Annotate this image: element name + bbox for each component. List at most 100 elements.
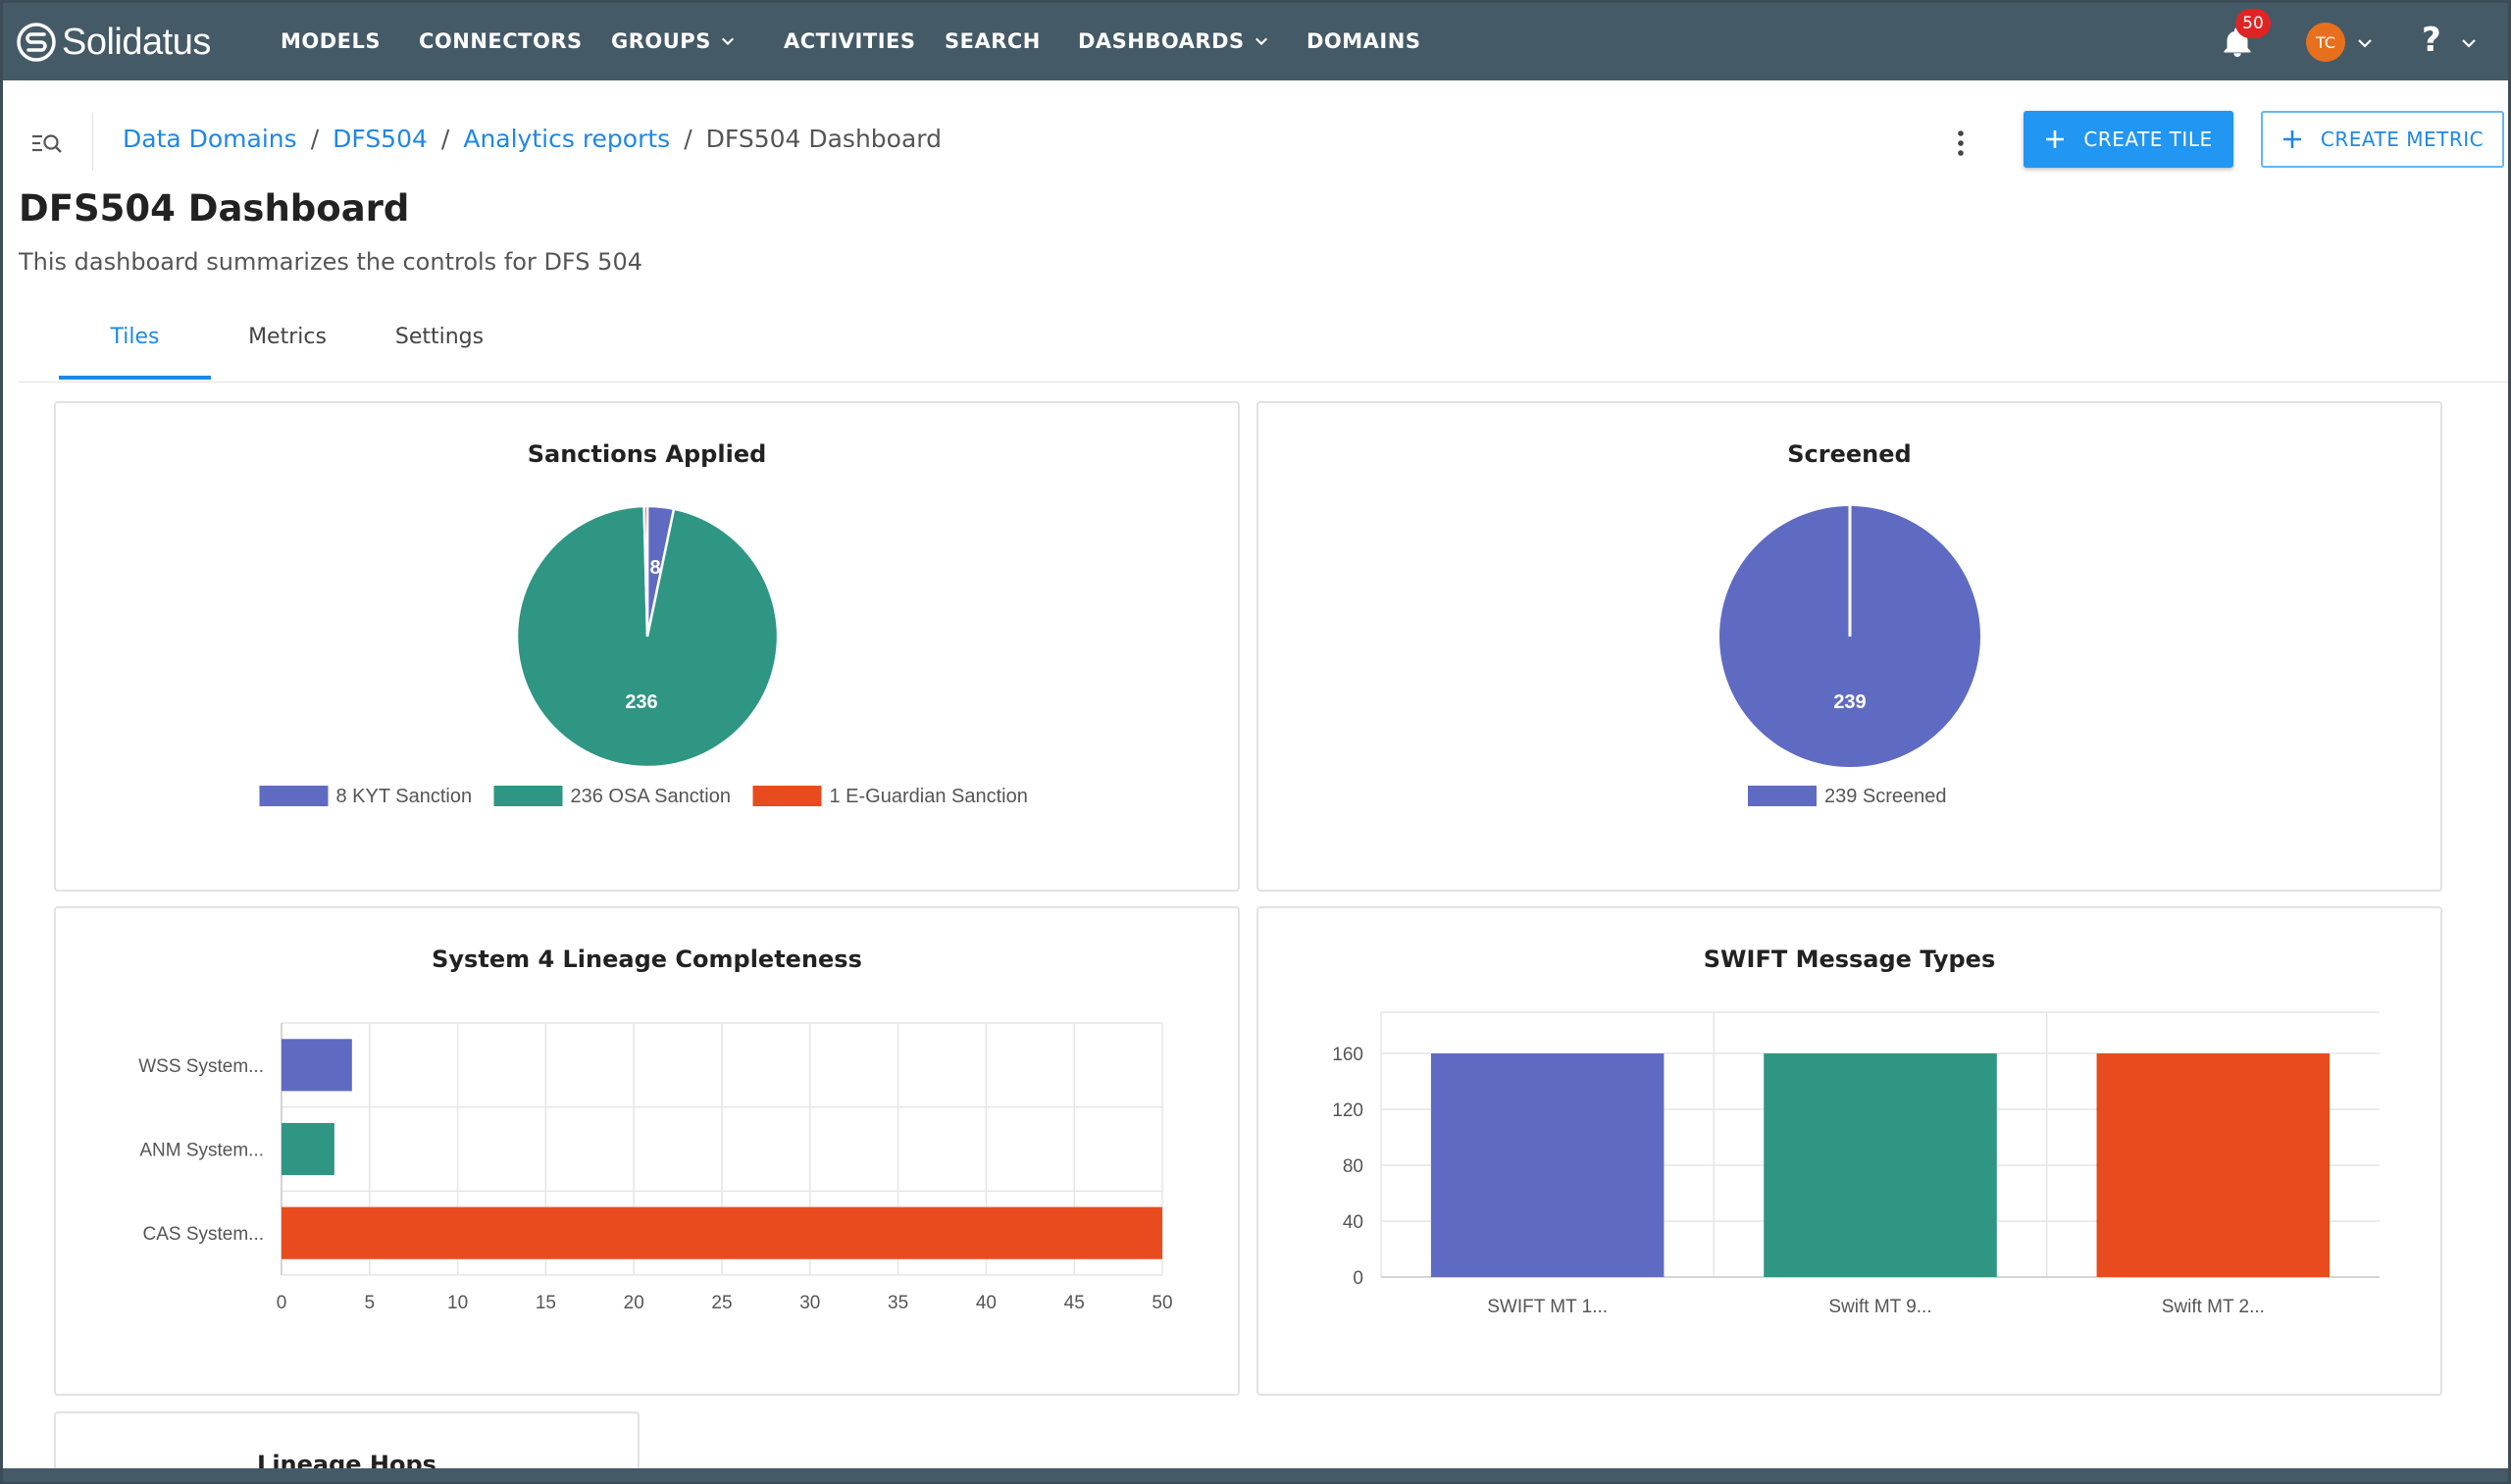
legend-entry[interactable]: 8 KYT Sanction <box>336 786 473 807</box>
nav-item-label: MODELS <box>281 29 382 53</box>
tile-title: Screened <box>1787 440 1912 468</box>
active-tab-indicator <box>59 376 211 380</box>
chevron-down-icon[interactable] <box>2461 35 2477 51</box>
chevron-down-icon <box>721 37 734 46</box>
nav-item-models[interactable]: MODELS <box>281 29 381 53</box>
x-tick-label: 35 <box>888 1293 908 1313</box>
y-tick-label: 160 <box>1332 1045 1363 1065</box>
nav-item-label: SEARCH <box>945 29 1041 53</box>
tile-title: System 4 Lineage Completeness <box>432 946 862 973</box>
tile-screened[interactable]: Screened 239 239 Screened <box>1256 401 2442 892</box>
footer <box>3 1468 2508 1482</box>
tab-tiles[interactable]: Tiles <box>110 325 160 349</box>
divider <box>92 113 93 170</box>
chevron-down-icon[interactable] <box>2357 35 2373 51</box>
x-tick-label: 50 <box>1152 1293 1172 1313</box>
tile-sanctions-applied[interactable]: Sanctions Applied 8 236 8 KYT Sanction 236 … <box>54 401 1240 892</box>
divider <box>19 382 2508 383</box>
category-label: CAS System... <box>142 1224 264 1245</box>
breadcrumb-separator: / <box>684 125 692 153</box>
y-tick-label: 0 <box>1353 1268 1363 1289</box>
nav-item-label: CONNECTORS <box>419 29 583 53</box>
screened-pie-chart: 239 239 Screened <box>1719 506 1980 807</box>
x-tick-label: 45 <box>1064 1293 1085 1313</box>
create-tile-label: CREATE TILE <box>2083 128 2213 151</box>
nav-item-label: GROUPS <box>611 29 711 53</box>
bar[interactable] <box>1430 1053 1665 1277</box>
legend-swatch[interactable] <box>752 786 822 806</box>
pie-data-label: 236 <box>625 691 657 713</box>
plus-icon <box>2282 130 2301 148</box>
help-menu[interactable]: ? <box>2422 21 2441 60</box>
user-avatar[interactable]: TC <box>2306 23 2345 62</box>
bar[interactable] <box>282 1122 334 1176</box>
bar[interactable] <box>2096 1053 2331 1277</box>
solidatus-logo-icon <box>17 23 56 62</box>
nav-item-activities[interactable]: ACTIVITIES <box>784 29 915 53</box>
create-metric-button[interactable]: CREATE METRIC <box>2261 111 2504 168</box>
breadcrumb-separator: / <box>440 125 450 153</box>
lineage-completeness-bar-chart: WSS System... ANM System... CAS System... 0… <box>138 1022 1173 1313</box>
nav-item-dashboards[interactable]: DASHBOARDS <box>1078 29 1268 53</box>
x-tick-label: 40 <box>976 1293 997 1313</box>
breadcrumb-link[interactable]: DFS504 <box>333 125 428 153</box>
breadcrumb-current: DFS504 Dashboard <box>705 125 942 153</box>
sanctions-pie-chart: 8 236 8 KYT Sanction 236 OSA Sanction 1 E-Gu… <box>259 504 1028 807</box>
breadcrumb-link[interactable]: Data Domains <box>123 125 297 153</box>
tile-lineage-completeness[interactable]: System 4 Lineage Completeness WSS System… <box>54 906 1240 1396</box>
bar[interactable] <box>1764 1053 1997 1277</box>
legend-swatch[interactable] <box>259 786 329 806</box>
finder-search-icon[interactable] <box>30 128 64 158</box>
pie-data-label: 8 <box>649 557 660 579</box>
category-label: WSS System... <box>138 1056 264 1077</box>
legend-entry[interactable]: 1 E-Guardian Sanction <box>830 786 1028 807</box>
tab-settings[interactable]: Settings <box>394 325 485 349</box>
nav-item-groups[interactable]: GROUPS <box>611 29 735 53</box>
y-tick-label: 40 <box>1343 1212 1363 1233</box>
brand-name: Solidatus <box>62 21 211 63</box>
swift-message-types-bar-chart: 0 40 80 120 160 SWIFT MT 1... Swift MT 9... Swi… <box>1332 1011 2380 1317</box>
create-tile-button[interactable]: CREATE TILE <box>2024 111 2233 168</box>
tile-title: Sanctions Applied <box>527 440 767 468</box>
category-label: SWIFT MT 1... <box>1487 1297 1608 1317</box>
nav-item-label: DASHBOARDS <box>1078 29 1245 53</box>
legend-swatch[interactable] <box>493 786 563 806</box>
plus-icon <box>2046 130 2065 148</box>
bar[interactable] <box>282 1206 1162 1259</box>
legend-entry[interactable]: 236 OSA Sanction <box>571 786 731 807</box>
page-title: DFS504 Dashboard <box>19 187 410 230</box>
tab-metrics[interactable]: Metrics <box>248 325 327 349</box>
category-label: ANM System... <box>139 1141 264 1161</box>
x-tick-label: 5 <box>365 1293 376 1313</box>
tile-swift-message-types[interactable]: SWIFT Message Types 0 40 80 120 160 SWIFT MT … <box>1256 906 2442 1396</box>
breadcrumb-link[interactable]: Analytics reports <box>463 125 671 153</box>
breadcrumb-separator: / <box>310 125 320 153</box>
category-label: Swift MT 9... <box>1828 1297 1931 1317</box>
nav-item-domains[interactable]: DOMAINS <box>1307 29 1420 53</box>
brand-logo[interactable]: Solidatus <box>15 21 211 64</box>
pie-slice-e-guardian-sanction[interactable] <box>642 504 649 638</box>
x-tick-label: 25 <box>711 1293 732 1313</box>
pie-data-label: 239 <box>1833 691 1866 713</box>
more-options-icon[interactable] <box>1955 127 1967 160</box>
bar[interactable] <box>282 1039 352 1092</box>
chevron-down-icon <box>1255 37 1267 46</box>
tile-title: SWIFT Message Types <box>1703 946 1996 973</box>
nav-item-connectors[interactable]: CONNECTORS <box>419 29 583 53</box>
breadcrumb: Data Domains / DFS504 / Analytics reports / DF… <box>123 125 942 153</box>
category-label: Swift MT 2... <box>2162 1297 2265 1317</box>
x-tick-label: 20 <box>624 1293 644 1313</box>
legend-swatch[interactable] <box>1748 786 1817 806</box>
nav-item-label: ACTIVITIES <box>784 29 916 53</box>
x-tick-label: 10 <box>447 1293 468 1313</box>
x-tick-label: 0 <box>277 1293 287 1313</box>
y-tick-label: 80 <box>1343 1156 1363 1177</box>
x-tick-label: 30 <box>799 1293 820 1313</box>
y-tick-label: 120 <box>1332 1100 1363 1121</box>
create-metric-label: CREATE METRIC <box>2320 128 2485 151</box>
notification-count-badge: 50 <box>2235 9 2271 38</box>
x-tick-label: 15 <box>536 1293 556 1313</box>
top-nav: Solidatus MODELS CONNECTORS GROUPS ACTIVITI… <box>3 3 2508 80</box>
nav-item-search[interactable]: SEARCH <box>945 29 1041 53</box>
legend-entry[interactable]: 239 Screened <box>1824 786 1947 807</box>
